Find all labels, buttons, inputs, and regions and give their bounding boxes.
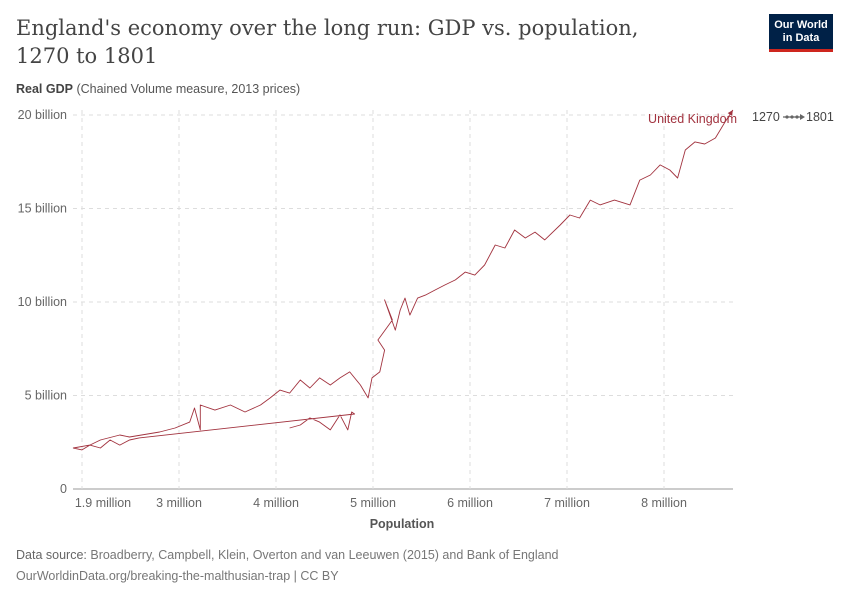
x-tick-label: 5 million [350, 496, 396, 510]
x-tick-label: 4 million [253, 496, 299, 510]
series-end-arrow-icon [727, 109, 733, 116]
data-source-text[interactable]: Broadberry, Campbell, Klein, Overton and… [90, 548, 559, 562]
x-tick-label: 1.9 million [75, 496, 131, 510]
y-tick-label: 10 billion [18, 295, 67, 309]
y-axis-title-bold: Real GDP [16, 82, 73, 96]
y-axis-title-unit: (Chained Volume measure, 2013 prices) [76, 82, 301, 96]
y-tick-label: 5 billion [25, 389, 67, 403]
legend-end-year: 1801 [806, 110, 834, 124]
y-tick-label: 15 billion [18, 202, 67, 216]
timeline-arrow-icon [783, 114, 805, 120]
y-axis-title: Real GDP (Chained Volume measure, 2013 p… [16, 82, 300, 96]
y-tick-label: 20 billion [18, 108, 67, 122]
chart-title: England's economy over the long run: GDP… [16, 16, 639, 68]
data-source: Data source: Broadberry, Campbell, Klein… [16, 548, 558, 562]
owid-logo[interactable]: Our World in Data [769, 14, 833, 52]
y-tick-label: 0 [60, 482, 67, 496]
legend-start-year: 1270 [752, 110, 780, 124]
x-tick-label: 3 million [156, 496, 202, 510]
series-label-united-kingdom[interactable]: United Kingdom [648, 112, 737, 126]
x-tick-label: 8 million [641, 496, 687, 510]
x-axis-title: Population [370, 517, 435, 531]
data-source-label: Data source: [16, 548, 87, 562]
x-tick-label: 7 million [544, 496, 590, 510]
x-tick-label: 6 million [447, 496, 493, 510]
series-line-united-kingdom[interactable] [72, 109, 734, 451]
source-url[interactable]: OurWorldinData.org/breaking-the-malthusi… [16, 569, 339, 583]
